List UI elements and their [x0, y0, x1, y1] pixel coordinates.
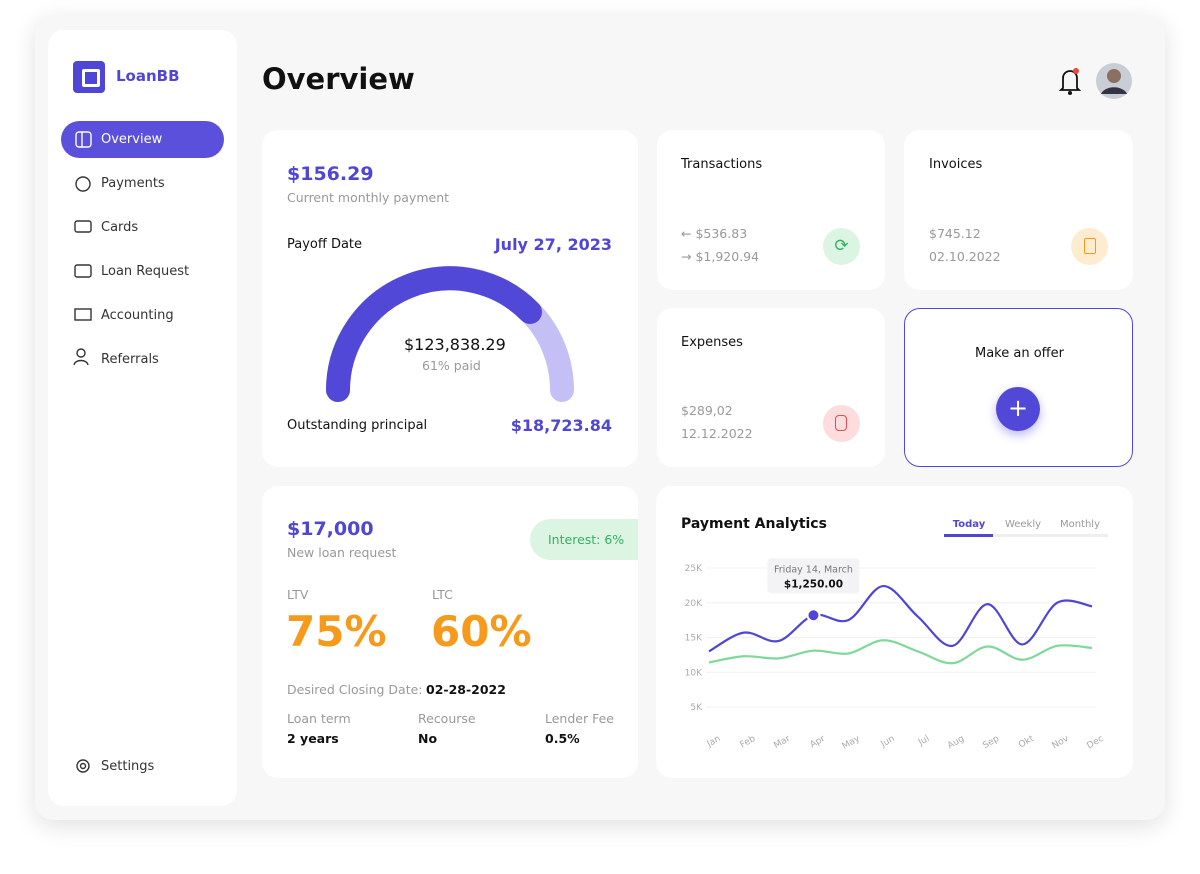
value: 02.10.2022: [929, 249, 1001, 264]
label: LTV: [287, 587, 309, 602]
header-actions: [1058, 63, 1132, 99]
add-button[interactable]: +: [996, 387, 1040, 431]
tab[interactable]: Monthly: [1060, 519, 1100, 530]
tab-track: [944, 534, 1108, 537]
x-tick-label: Mar: [772, 734, 792, 751]
tab[interactable]: Today: [953, 519, 986, 530]
amount: $156.29: [287, 163, 374, 185]
x-tick-label: Apr: [808, 734, 827, 751]
x-tick-label: Jan: [705, 734, 723, 750]
label: Desired Closing Date:: [287, 682, 423, 697]
card-title: Expenses: [681, 335, 743, 350]
amount: $18,723.84: [510, 416, 612, 435]
icon: [1071, 228, 1108, 265]
card-title: Invoices: [929, 157, 983, 172]
chart-title: Payment Analytics: [681, 516, 827, 532]
page-title: Overview: [262, 62, 415, 96]
nav-item[interactable]: Overview: [101, 132, 163, 147]
label: Lender Fee: [545, 711, 614, 726]
icon: ⟳: [823, 228, 860, 265]
value: 2 years: [287, 731, 339, 746]
label: New loan request: [287, 545, 397, 560]
tab-indicator: [944, 534, 993, 537]
value: $289,02: [681, 403, 733, 418]
y-tick-label: 20K: [685, 599, 703, 609]
outgoing: $1,920.94: [695, 249, 760, 264]
value: No: [418, 731, 438, 746]
x-tick-label: Jul: [916, 734, 931, 749]
loan-card: Interest: 6%: [262, 486, 638, 778]
series-line: [708, 584, 1093, 653]
card-title: Make an offer: [975, 346, 1064, 361]
x-tick-label: Okt: [1017, 734, 1036, 751]
highlight-point: [806, 608, 821, 623]
y-tick-label: 15K: [685, 634, 703, 644]
icon: [823, 405, 860, 442]
paid-percent: 61% paid: [422, 358, 481, 373]
nav-item[interactable]: Referrals: [101, 352, 159, 367]
transactions-card: [657, 130, 885, 290]
card-title: Transactions: [681, 157, 763, 172]
label: Current monthly payment: [287, 190, 450, 205]
tab[interactable]: Weekly: [1005, 519, 1041, 530]
nav-icons: [73, 131, 92, 773]
value: → $1,920.94: [681, 249, 760, 264]
brand: LoanBB: [116, 67, 180, 85]
nav-item[interactable]: Loan Request: [101, 264, 190, 279]
tooltip-date: Friday 14, March: [774, 564, 853, 575]
nav-item[interactable]: Payments: [101, 176, 165, 191]
tooltip-amount: $1,250.00: [784, 578, 843, 590]
label: Outstanding principal: [287, 418, 428, 433]
nav-item[interactable]: Accounting: [101, 308, 174, 323]
label: Loan term: [287, 711, 351, 726]
series-line: [708, 639, 1093, 665]
y-tick-label: 25K: [685, 564, 703, 574]
value: 12.12.2022: [681, 426, 753, 441]
gauge: [326, 266, 574, 402]
value: 0.5%: [545, 731, 580, 746]
payment-card: [262, 130, 638, 467]
label: Payoff Date: [287, 237, 363, 252]
interest-badge: Interest: 6%: [530, 519, 638, 560]
x-tick-label: Jun: [879, 734, 897, 750]
nav-item[interactable]: Settings: [101, 759, 155, 774]
logo: [73, 61, 105, 93]
ltc: 60%: [431, 607, 532, 656]
x-tick-label: Aug: [946, 734, 966, 751]
label: LTC: [432, 587, 453, 602]
x-tick-label: May: [841, 734, 863, 752]
x-tick-label: Feb: [739, 734, 758, 751]
date: July 27, 2023: [494, 235, 612, 254]
paid-amount: $123,838.29: [404, 335, 506, 354]
x-tick-label: Sep: [981, 734, 1001, 751]
x-tick-label: Dec: [1085, 734, 1105, 751]
ltv: 75%: [286, 607, 387, 656]
x-tick-label: Nov: [1050, 734, 1071, 752]
value: $745.12: [929, 226, 981, 241]
expenses-card: [657, 308, 885, 467]
label: Recourse: [418, 711, 476, 726]
analytics-chart: Payment Analytics Today Weekly Monthly 2…: [681, 516, 1108, 752]
sidebar: [48, 30, 237, 806]
invoices-card: [904, 130, 1133, 290]
nav-item[interactable]: Cards: [101, 220, 139, 235]
y-tick-label: 5K: [690, 703, 703, 713]
value: ← $536.83: [681, 226, 748, 241]
date: 02-28-2022: [426, 682, 506, 697]
y-tick-label: 10K: [685, 668, 703, 678]
nav-active-bg[interactable]: [61, 121, 224, 158]
amount: $17,000: [287, 518, 374, 540]
incoming: $536.83: [695, 226, 748, 241]
tooltip: [767, 558, 860, 594]
